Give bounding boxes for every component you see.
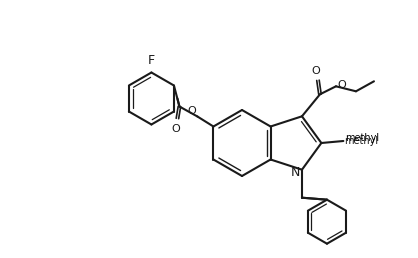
Text: O: O	[311, 66, 320, 76]
Text: O: O	[337, 80, 346, 90]
Text: O: O	[188, 106, 196, 116]
Text: methyl: methyl	[344, 136, 378, 146]
Text: F: F	[148, 53, 155, 67]
Text: N: N	[290, 166, 300, 179]
Text: O: O	[171, 124, 180, 133]
Text: methyl: methyl	[345, 133, 380, 143]
